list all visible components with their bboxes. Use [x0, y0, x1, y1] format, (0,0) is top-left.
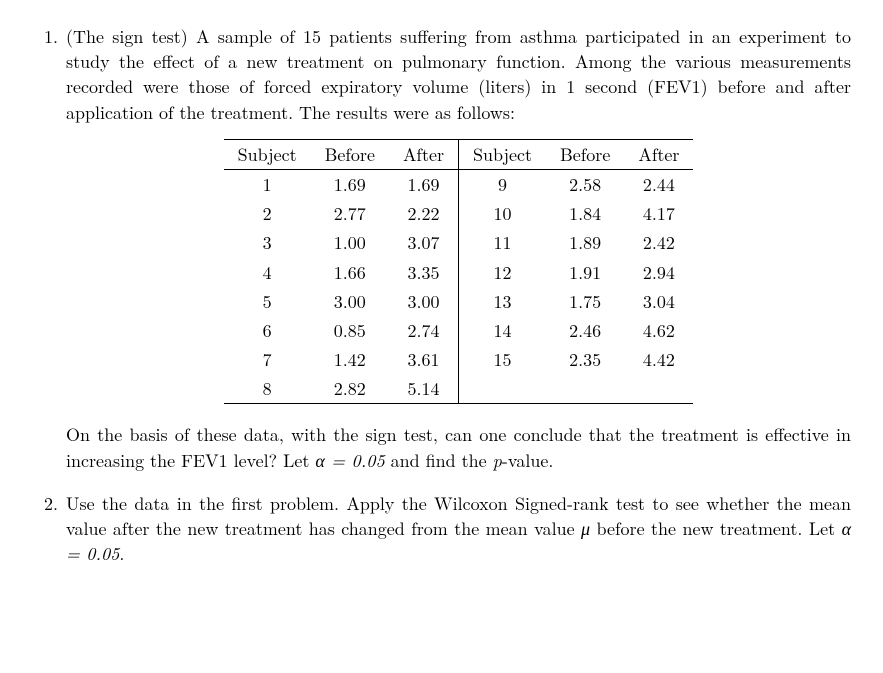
table-cell: 2.22	[389, 199, 459, 228]
table-cell: 6	[224, 316, 311, 345]
table-cell: 4.42	[624, 345, 693, 374]
table-cell: 14	[459, 316, 547, 345]
table-cell: 11	[459, 228, 547, 257]
table-cell: 8	[224, 374, 311, 404]
table-cell: 2	[224, 199, 311, 228]
data-table-wrap: Subject Before After Subject Before Afte…	[66, 139, 851, 405]
p1-pvalue: p	[493, 448, 502, 473]
table-row: 41.663.35121.912.94	[224, 258, 694, 287]
table-cell: 1.42	[311, 345, 389, 374]
table-row: 53.003.00131.753.04	[224, 287, 694, 316]
table-cell: 12	[459, 258, 547, 287]
table-row: 82.825.14	[224, 374, 694, 404]
table-cell: 10	[459, 199, 547, 228]
table-cell: 2.74	[389, 316, 459, 345]
table-cell: 1.75	[546, 287, 624, 316]
data-table: Subject Before After Subject Before Afte…	[224, 139, 694, 405]
table-cell: 3.00	[389, 287, 459, 316]
p2-mu: μ	[581, 516, 590, 541]
col-subject-left: Subject	[224, 139, 311, 169]
table-cell: 1.84	[546, 199, 624, 228]
col-after-left: After	[389, 139, 459, 169]
problem-1-body: (The sign test) A sample of 15 patients …	[66, 24, 851, 473]
table-cell: 2.77	[311, 199, 389, 228]
table-cell: 1.69	[311, 169, 389, 199]
table-cell: 1.91	[546, 258, 624, 287]
table-cell: 1.66	[311, 258, 389, 287]
table-cell: 3.00	[311, 287, 389, 316]
col-before-left: Before	[311, 139, 389, 169]
p2-text-c: .	[119, 541, 124, 566]
table-row: 22.772.22101.844.17	[224, 199, 694, 228]
table-cell: 1.00	[311, 228, 389, 257]
col-after-right: After	[624, 139, 693, 169]
table-cell: 15	[459, 345, 547, 374]
problem-1: 1. (The sign test) A sample of 15 patien…	[32, 24, 851, 473]
problem-2-body: Use the data in the first problem. Apply…	[66, 491, 851, 567]
table-cell: 2.58	[546, 169, 624, 199]
problem-2-number: 2.	[32, 491, 66, 567]
p1-conclusion-c: -value.	[502, 448, 554, 473]
table-cell: 13	[459, 287, 547, 316]
table-cell: 2.46	[546, 316, 624, 345]
table-cell: 1	[224, 169, 311, 199]
col-before-right: Before	[546, 139, 624, 169]
table-header-row: Subject Before After Subject Before Afte…	[224, 139, 694, 169]
problem-1-number: 1.	[32, 24, 66, 473]
p2-text-b: before the new treatment. Let	[590, 516, 841, 541]
table-cell: 4	[224, 258, 311, 287]
table-cell: 5	[224, 287, 311, 316]
problem-1-intro: (The sign test) A sample of 15 patients …	[66, 24, 851, 125]
table-cell: 2.44	[624, 169, 693, 199]
table-cell: 3.61	[389, 345, 459, 374]
table-row: 71.423.61152.354.42	[224, 345, 694, 374]
table-cell	[624, 374, 693, 404]
p1-alpha: α = 0.05	[315, 448, 384, 473]
table-cell: 3.04	[624, 287, 693, 316]
p1-conclusion-b: and find the	[385, 448, 493, 473]
table-cell	[459, 374, 547, 404]
table-cell	[546, 374, 624, 404]
table-cell: 3.07	[389, 228, 459, 257]
table-cell: 7	[224, 345, 311, 374]
table-cell: 9	[459, 169, 547, 199]
table-cell: 5.14	[389, 374, 459, 404]
problem-2: 2. Use the data in the first problem. Ap…	[32, 491, 851, 567]
table-cell: 2.42	[624, 228, 693, 257]
table-cell: 3	[224, 228, 311, 257]
table-cell: 4.62	[624, 316, 693, 345]
problem-1-conclusion: On the basis of these data, with the sig…	[66, 422, 851, 472]
table-cell: 1.69	[389, 169, 459, 199]
table-cell: 2.94	[624, 258, 693, 287]
table-cell: 2.82	[311, 374, 389, 404]
table-row: 60.852.74142.464.62	[224, 316, 694, 345]
table-row: 11.691.6992.582.44	[224, 169, 694, 199]
table-row: 31.003.07111.892.42	[224, 228, 694, 257]
table-body: 11.691.6992.582.4422.772.22101.844.1731.…	[224, 169, 694, 404]
table-cell: 0.85	[311, 316, 389, 345]
table-cell: 3.35	[389, 258, 459, 287]
table-cell: 2.35	[546, 345, 624, 374]
table-cell: 4.17	[624, 199, 693, 228]
table-cell: 1.89	[546, 228, 624, 257]
col-subject-right: Subject	[459, 139, 547, 169]
